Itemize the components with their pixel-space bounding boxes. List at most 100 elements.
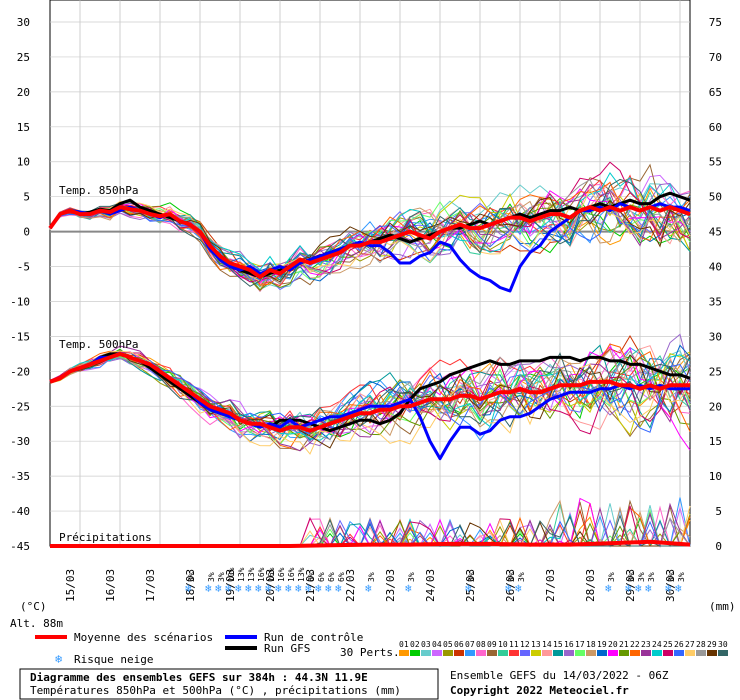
legend-perts-label: 30 Perts. bbox=[340, 646, 400, 659]
date-tick-label: 29/03 bbox=[624, 569, 637, 602]
left-tick-label: -20 bbox=[10, 365, 30, 378]
snowflake-icon: ❄ bbox=[465, 582, 472, 595]
date-tick-label: 15/03 bbox=[64, 569, 77, 602]
right-tick-label: 10 bbox=[709, 470, 722, 483]
member-legend-swatch bbox=[608, 650, 618, 656]
legend-gfs-label: Run GFS bbox=[264, 642, 310, 655]
snow-percent-label: 16% bbox=[257, 567, 266, 582]
snow-percent-label: 13% bbox=[297, 567, 306, 582]
snow-percent-label: 10% bbox=[227, 567, 236, 582]
snowflake-icon: ❄ bbox=[625, 582, 632, 595]
snow-percent-label: 3% bbox=[187, 572, 196, 582]
chart-axes: 302520151050-5-10-15-20-25-30-35-40-4575… bbox=[10, 16, 722, 602]
snow-percent-label: 3% bbox=[517, 572, 526, 582]
snow-percent-label: 13% bbox=[237, 567, 246, 582]
member-legend-label: 08 bbox=[476, 640, 486, 649]
snow-percent-label: 16% bbox=[267, 567, 276, 582]
precip-mean-line bbox=[50, 539, 691, 548]
snow-percent-label: 3% bbox=[207, 572, 216, 582]
snow-percent-label: 6% bbox=[317, 572, 326, 582]
snowflake-icon: ❄ bbox=[305, 582, 312, 595]
snow-percent-label: 6% bbox=[327, 572, 336, 582]
date-tick-label: 25/03 bbox=[464, 569, 477, 602]
member-legend-label: 23 bbox=[641, 640, 651, 649]
right-tick-label: 20 bbox=[709, 400, 722, 413]
right-tick-label: 40 bbox=[709, 261, 722, 274]
date-tick-label: 28/03 bbox=[584, 569, 597, 602]
right-tick-label: 0 bbox=[715, 540, 722, 553]
snowflake-icon: ❄ bbox=[605, 582, 612, 595]
left-tick-label: -25 bbox=[10, 400, 30, 413]
member-legend-swatch bbox=[575, 650, 585, 656]
member-legend-label: 26 bbox=[674, 640, 684, 649]
t850-member-line bbox=[49, 202, 691, 280]
snow-percent-label: 3% bbox=[637, 572, 646, 582]
member-legend-swatch bbox=[630, 650, 640, 656]
member-legend-label: 10 bbox=[498, 640, 508, 649]
snow-percent-label: 3% bbox=[677, 572, 686, 582]
snow-percent-label: 6% bbox=[307, 572, 316, 582]
snow-percent-label: 13% bbox=[247, 567, 256, 582]
left-tick-label: 0 bbox=[23, 226, 30, 239]
right-tick-label: 75 bbox=[709, 16, 722, 29]
right-tick-label: 60 bbox=[709, 121, 722, 134]
snowflake-icon: ❄ bbox=[515, 582, 522, 595]
snow-percent-label: 3% bbox=[607, 572, 616, 582]
member-legend-swatch bbox=[454, 650, 464, 656]
member-legend-swatch bbox=[421, 650, 431, 656]
snow-percent-label: 3% bbox=[217, 572, 226, 582]
snowflake-icon: ❄ bbox=[365, 582, 372, 595]
right-tick-label: 70 bbox=[709, 51, 722, 64]
snowflake-icon: ❄ bbox=[675, 582, 682, 595]
member-legend-swatch bbox=[619, 650, 629, 656]
snowflake-icon: ❄ bbox=[285, 582, 292, 595]
date-tick-label: 24/03 bbox=[424, 569, 437, 602]
member-legend-swatch bbox=[674, 650, 684, 656]
legend-control-label: Run de contrôle bbox=[264, 631, 363, 644]
snowflake-icon: ❄ bbox=[205, 582, 212, 595]
member-legend-label: 18 bbox=[586, 640, 596, 649]
member-legend-label: 06 bbox=[454, 640, 464, 649]
right-tick-label: 35 bbox=[709, 295, 722, 308]
snowflake-icon: ❄ bbox=[275, 582, 282, 595]
snow-percent-label: 3% bbox=[627, 572, 636, 582]
snowflake-icon: ❄ bbox=[335, 582, 342, 595]
snowflake-icon: ❄ bbox=[255, 582, 262, 595]
chart-grid bbox=[49, 0, 691, 547]
date-tick-label: 20/03 bbox=[264, 569, 277, 602]
member-legend-label: 19 bbox=[597, 640, 607, 649]
left-tick-label: 10 bbox=[17, 156, 30, 169]
date-tick-label: 21/03 bbox=[304, 569, 317, 602]
snowflake-icon: ❄ bbox=[635, 582, 642, 595]
member-legend-swatch bbox=[707, 650, 717, 656]
member-legend-swatch bbox=[696, 650, 706, 656]
snowflake-icon: ❄ bbox=[325, 582, 332, 595]
left-tick-label: -5 bbox=[17, 261, 30, 274]
date-tick-label: 22/03 bbox=[344, 569, 357, 602]
member-legend-label: 04 bbox=[432, 640, 442, 649]
member-legend-swatch bbox=[465, 650, 475, 656]
date-tick-label: 30/03 bbox=[664, 569, 677, 602]
snow-percent-label: 3% bbox=[407, 572, 416, 582]
member-legend-swatch bbox=[597, 650, 607, 656]
snowflake-icon: ❄ bbox=[235, 582, 242, 595]
right-tick-label: 5 bbox=[715, 505, 722, 518]
snow-percent-label: 6% bbox=[337, 572, 346, 582]
t500-mean-line bbox=[49, 351, 690, 433]
snow-percent-label: 16% bbox=[287, 567, 296, 582]
date-tick-label: 16/03 bbox=[104, 569, 117, 602]
member-legend-label: 29 bbox=[707, 640, 717, 649]
member-legend-label: 02 bbox=[410, 640, 420, 649]
t500-member-line bbox=[49, 344, 691, 429]
snow-percent-label: 3% bbox=[467, 572, 476, 582]
right-tick-label: 50 bbox=[709, 191, 722, 204]
member-legend-label: 17 bbox=[575, 640, 585, 649]
snowflake-icon: ❄ bbox=[315, 582, 322, 595]
chart-title: Diagramme des ensembles GEFS sur 384h : … bbox=[30, 671, 368, 684]
right-tick-label: 45 bbox=[709, 226, 722, 239]
legend-mean-label: Moyenne des scénarios bbox=[74, 631, 213, 644]
member-legend: 01 02 03 04 05 06 07 08 09 10 11 12 13 14 15 16 17 18 19 20… bbox=[399, 640, 728, 656]
t500-member-line bbox=[49, 354, 691, 439]
left-tick-label: -40 bbox=[10, 505, 30, 518]
